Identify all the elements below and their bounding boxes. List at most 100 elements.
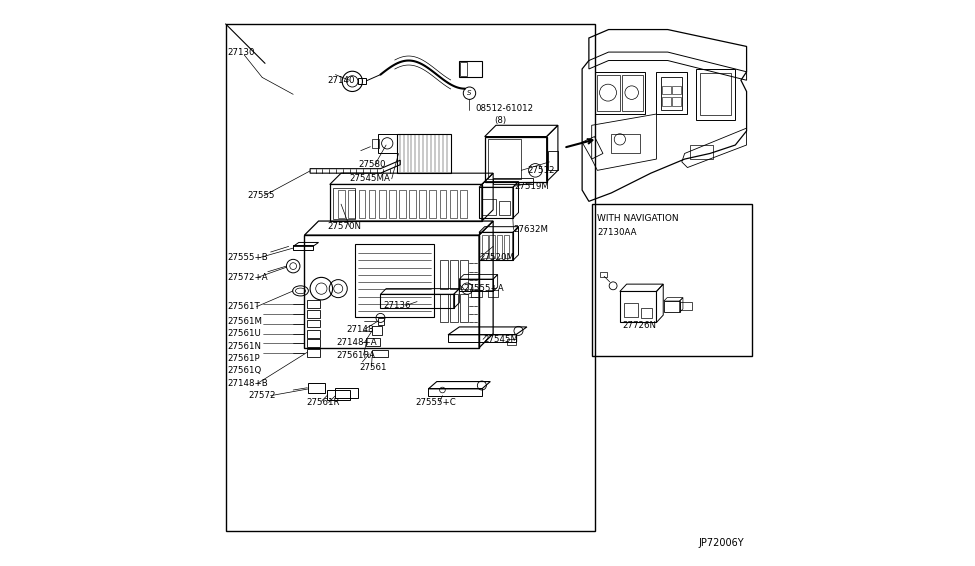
Bar (496, 235, 502, 258)
Bar (460, 190, 467, 218)
Bar (680, 302, 692, 310)
Bar (700, 74, 731, 115)
Bar (293, 245, 313, 250)
Bar (307, 340, 320, 347)
Bar (485, 136, 547, 182)
Bar (471, 290, 482, 297)
Bar (377, 134, 398, 153)
Bar (664, 301, 680, 312)
Bar (662, 97, 671, 106)
Bar (372, 350, 388, 357)
Bar (611, 134, 640, 153)
Text: 27520M: 27520M (480, 253, 515, 262)
Text: 27726N: 27726N (623, 321, 657, 330)
Bar (482, 199, 496, 216)
Text: WITH NAVIGATION: WITH NAVIGATION (598, 214, 679, 223)
Bar (379, 190, 385, 218)
Bar (479, 232, 513, 260)
Bar (430, 190, 436, 218)
Bar (460, 294, 468, 323)
Bar (367, 338, 380, 346)
Bar (449, 190, 456, 218)
Text: 27148+B: 27148+B (227, 379, 268, 388)
Bar (308, 383, 326, 393)
Text: 27148+A: 27148+A (336, 338, 377, 346)
Text: 27561Q: 27561Q (227, 366, 261, 375)
Bar (592, 204, 753, 356)
Text: 27512: 27512 (526, 166, 555, 175)
Text: JP72006Y: JP72006Y (699, 538, 744, 548)
Bar (399, 190, 406, 218)
Bar (504, 235, 510, 258)
Bar (440, 260, 448, 289)
Bar (307, 330, 320, 338)
Bar (449, 260, 457, 289)
Text: 27545M: 27545M (483, 335, 518, 344)
Bar (335, 388, 358, 398)
Bar (548, 151, 559, 170)
Bar (369, 190, 375, 218)
Text: 27572: 27572 (248, 391, 276, 400)
Bar (656, 72, 687, 114)
Bar (398, 134, 450, 173)
Text: 27561: 27561 (359, 363, 386, 372)
Bar (304, 235, 479, 348)
Text: S: S (467, 90, 472, 96)
Bar (488, 290, 497, 297)
Bar (459, 61, 482, 78)
Bar (372, 139, 379, 148)
Bar (672, 97, 681, 106)
Bar (672, 86, 681, 95)
Bar (307, 301, 320, 308)
Text: 27555+C: 27555+C (415, 398, 456, 407)
Bar (460, 260, 468, 289)
Bar (327, 390, 349, 400)
Bar (348, 190, 355, 218)
Text: 27130AA: 27130AA (598, 228, 637, 237)
Bar (620, 291, 656, 323)
Bar (449, 294, 457, 323)
Bar (330, 185, 482, 221)
Text: 27561M: 27561M (227, 317, 262, 326)
Bar (332, 188, 355, 219)
Text: 27136: 27136 (383, 301, 410, 310)
Bar (460, 62, 467, 76)
Text: 27561N: 27561N (227, 341, 261, 350)
Bar (595, 72, 645, 114)
Text: 27561RA: 27561RA (336, 350, 375, 359)
Bar (338, 190, 345, 218)
Text: 27561P: 27561P (227, 354, 260, 363)
Bar (493, 178, 532, 185)
Text: 27561U: 27561U (227, 329, 261, 338)
Bar (410, 190, 416, 218)
Text: 27632M: 27632M (514, 225, 548, 234)
Bar (488, 139, 522, 179)
Bar (696, 69, 735, 119)
Bar (307, 349, 320, 357)
Bar (377, 319, 384, 325)
Bar (380, 294, 453, 308)
Bar (662, 86, 671, 95)
Text: 27148: 27148 (347, 325, 374, 334)
Bar (690, 145, 713, 159)
Bar (358, 78, 367, 84)
Bar (389, 190, 396, 218)
Bar (624, 303, 638, 317)
Bar (507, 340, 516, 345)
Text: 27555: 27555 (247, 191, 275, 200)
Text: 27555+A: 27555+A (464, 284, 504, 293)
Bar (598, 75, 620, 111)
Bar (489, 235, 495, 258)
Text: 27572+A: 27572+A (227, 273, 268, 282)
Text: (8): (8) (494, 116, 506, 125)
Bar (225, 24, 595, 531)
Text: 27570N: 27570N (327, 222, 361, 231)
Text: 27580: 27580 (358, 160, 385, 169)
Bar (621, 75, 643, 111)
Bar (307, 310, 320, 318)
Bar (307, 320, 320, 328)
Bar (479, 187, 513, 218)
Bar (440, 294, 448, 323)
Text: 27545MA: 27545MA (349, 174, 390, 183)
Text: 27561R: 27561R (306, 398, 339, 407)
